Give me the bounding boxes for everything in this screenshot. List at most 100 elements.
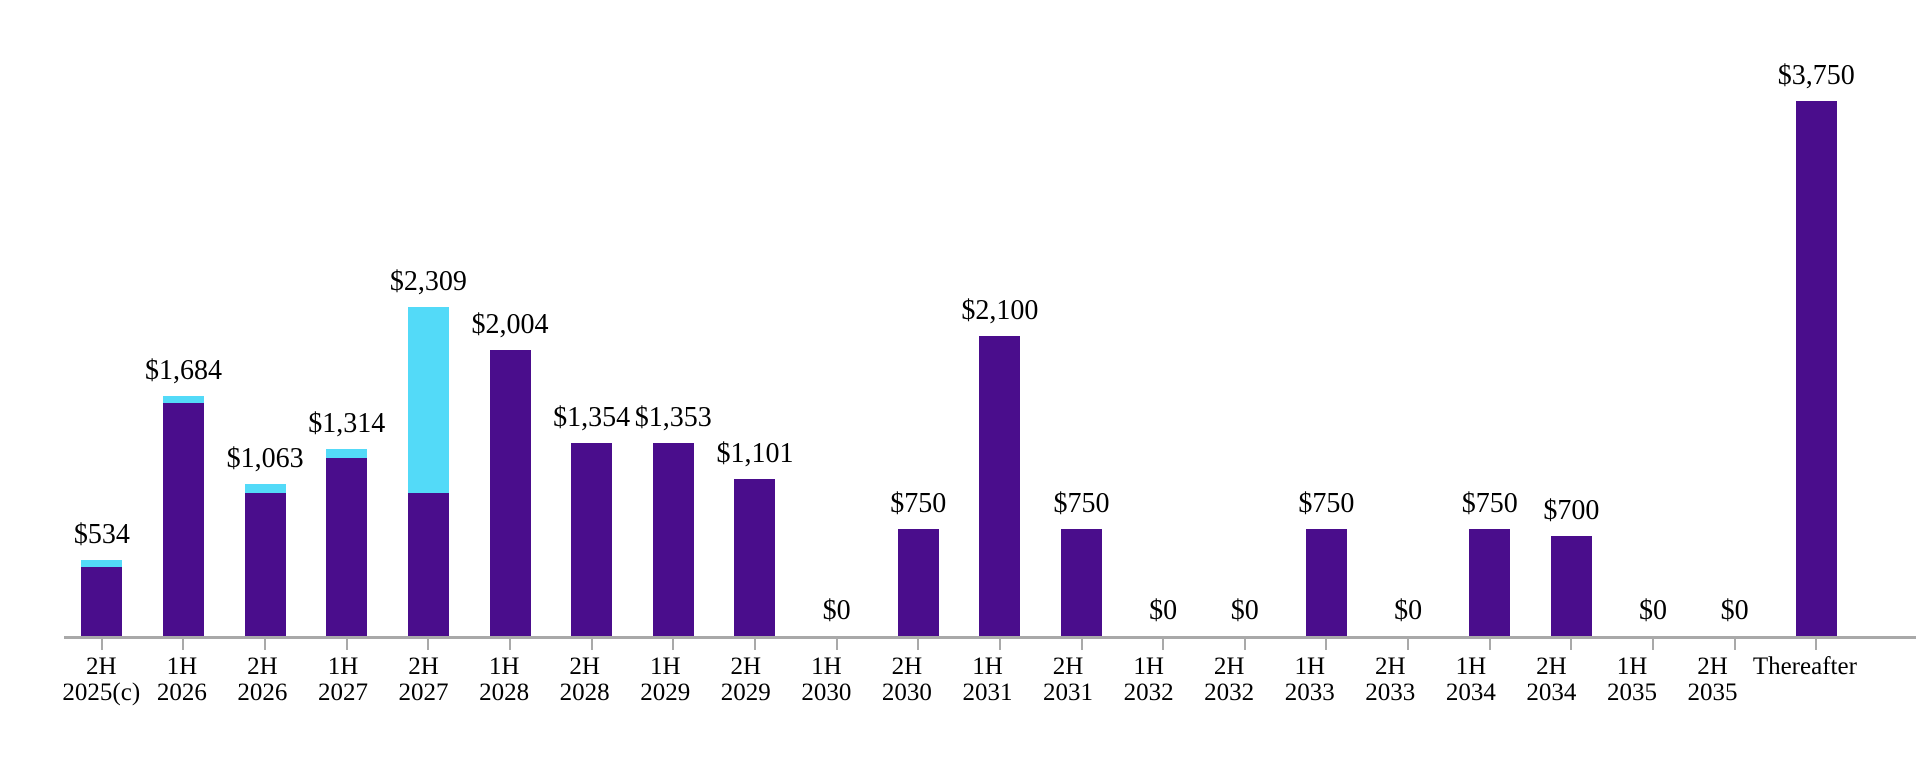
x-axis-category-labels: 2H 2025(c) 1H 2026 2H 2026 1H 2027 2H 2027 1H… — [61, 650, 1857, 706]
tick-cell — [1041, 639, 1123, 650]
bar-column: $2,004 — [469, 0, 551, 636]
category-label: 1H 2028 — [464, 650, 545, 706]
bar-value-label: $0 — [1230, 595, 1259, 626]
category-label-line: 1H — [327, 653, 359, 680]
category-label: 2H 2026 — [222, 650, 303, 706]
category-label-line: 2H — [891, 653, 923, 680]
bar — [1550, 536, 1592, 636]
bar-segment-purple — [81, 566, 123, 636]
axis-tick — [917, 639, 920, 650]
category-label-line: 1H — [488, 653, 520, 680]
tick-cell — [388, 639, 470, 650]
bar — [407, 306, 449, 636]
bar-column: $0 — [1612, 0, 1694, 636]
category-label-line: 2H — [247, 653, 278, 680]
bar-column: $1,101 — [714, 0, 796, 636]
axis-tick — [264, 639, 267, 650]
axis-tick — [672, 639, 675, 650]
category-label-line: 2025(c) — [62, 679, 141, 706]
category-label-line: 2032 — [1204, 679, 1255, 706]
bar-segment-purple — [1305, 528, 1347, 636]
tick-cell — [877, 639, 959, 650]
category-label-line: 2029 — [720, 679, 771, 706]
bar — [81, 559, 123, 636]
x-axis-ticks — [61, 639, 1857, 650]
tick-cell — [714, 639, 796, 650]
bar-column: $750 — [877, 0, 959, 636]
category-label-line: 1H — [649, 653, 681, 680]
bar-column: $1,063 — [224, 0, 306, 636]
axis-tick — [345, 639, 348, 650]
bar-column: $750 — [1449, 0, 1531, 636]
bar-value-label: $1,684 — [144, 354, 222, 386]
tick-cell — [1204, 639, 1286, 650]
axis-tick — [509, 639, 512, 650]
bar — [897, 528, 939, 636]
category-label-line: 2H — [1536, 653, 1567, 680]
category-label-line: 2H — [1052, 653, 1084, 680]
bar-segment-cyan — [81, 559, 123, 567]
category-label-line: 2035 — [1687, 679, 1738, 706]
category-label-line: 2029 — [640, 679, 691, 706]
tick-cell — [632, 639, 714, 650]
category-label: 1H 2033 — [1269, 650, 1350, 706]
category-label-line: 1H — [166, 653, 198, 680]
category-label-line: 1H — [1133, 653, 1164, 680]
bar-column: $700 — [1531, 0, 1613, 636]
bar-value-label: $1,063 — [226, 443, 304, 475]
category-label-line: 2H — [730, 653, 762, 680]
bar-column: $1,684 — [143, 0, 225, 636]
tick-cell — [1612, 639, 1694, 650]
category-label: 2H 2028 — [544, 650, 625, 706]
tick-cell — [1122, 639, 1204, 650]
category-label: 1H 2030 — [786, 650, 867, 706]
axis-tick — [427, 639, 430, 650]
bar — [652, 442, 694, 636]
category-label: 1H 2034 — [1431, 650, 1512, 706]
axis-tick — [1243, 639, 1246, 650]
tick-cell — [143, 639, 225, 650]
bar-column: $750 — [1286, 0, 1368, 636]
bar-column: $0 — [1367, 0, 1449, 636]
category-label: 1H 2032 — [1108, 650, 1189, 706]
bar-value-label: $0 — [1720, 595, 1749, 626]
category-label-line: 2026 — [156, 679, 207, 706]
category-label-line: 2026 — [237, 679, 288, 706]
category-label: 2H 2033 — [1350, 650, 1431, 706]
category-label-line: 2028 — [479, 679, 530, 706]
tick-cell — [1367, 639, 1449, 650]
category-label-line: 1H — [1455, 653, 1487, 680]
category-label-line: 2034 — [1526, 679, 1577, 706]
category-label: 2H 2031 — [1028, 650, 1109, 706]
category-label-line: 1H — [811, 653, 842, 680]
category-label: 2H 2032 — [1189, 650, 1270, 706]
bar-value-label: $2,004 — [471, 309, 549, 341]
axis-tick — [835, 639, 838, 650]
bar-segment-purple — [162, 402, 204, 636]
tick-cell — [959, 639, 1041, 650]
bar-value-label: $534 — [73, 518, 130, 550]
category-label-line: 2030 — [881, 679, 932, 706]
bar-column: $0 — [1204, 0, 1286, 636]
bar — [1061, 528, 1102, 636]
bar-column: $2,100 — [959, 0, 1041, 636]
bar-column: $0 — [1122, 0, 1204, 636]
category-label-line: 2035 — [1606, 679, 1657, 706]
bar-column: $1,354 — [551, 0, 633, 636]
category-label-line: 2H — [408, 653, 439, 680]
axis-tick — [590, 639, 593, 650]
category-label-line: 1H — [1294, 653, 1325, 680]
category-label: 2H 2025(c) — [61, 650, 142, 706]
bar-column: $750 — [1041, 0, 1123, 636]
category-label: 1H 2026 — [142, 650, 223, 706]
plot-area: $534 $1,684 $1,063 $1,314 $2,309 $2,004 … — [61, 0, 1857, 636]
bar — [489, 350, 531, 636]
category-label-line: 1H — [972, 653, 1003, 680]
tick-cell — [1775, 639, 1857, 650]
axis-tick — [1651, 639, 1654, 650]
bar-value-label: $0 — [1394, 595, 1423, 626]
category-label-line: 2H — [1375, 653, 1406, 680]
bar-column: $0 — [796, 0, 878, 636]
bar-segment-purple — [1550, 536, 1592, 636]
category-label-line: 2033 — [1365, 679, 1416, 706]
